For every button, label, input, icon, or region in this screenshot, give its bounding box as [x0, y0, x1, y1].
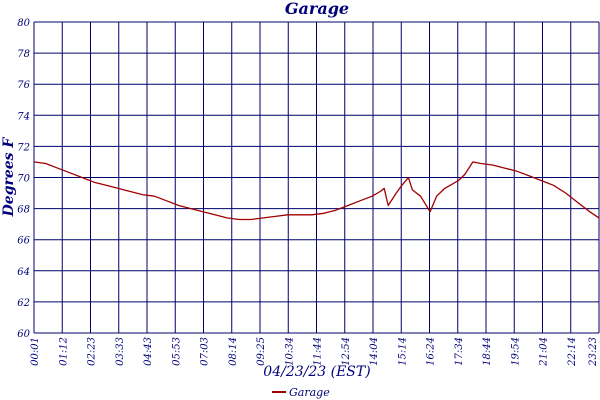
y-tick-label: 60 [17, 329, 30, 340]
y-tick-label: 64 [17, 267, 30, 278]
x-tick-label: 02:23 [87, 337, 98, 366]
x-tick-label: 14:04 [369, 337, 380, 366]
y-tick-labels: 60 62 64 66 68 70 72 74 76 78 80 [17, 18, 30, 340]
y-tick-label: 72 [17, 142, 30, 153]
x-tick-label: 19:54 [510, 337, 521, 366]
grid [33, 21, 600, 334]
y-tick-label: 74 [17, 111, 30, 122]
x-tick-label: 17:34 [454, 337, 465, 366]
x-axis-label: 04/23/23 (EST) [263, 364, 370, 380]
y-tick-label: 62 [17, 298, 30, 309]
x-tick-labels: 00:01 01:12 02:23 03:33 04:43 05:53 07:03 08:14… [30, 337, 599, 367]
y-tick-label: 66 [17, 236, 30, 247]
x-tick-label: 18:44 [482, 337, 493, 366]
y-tick-label: 78 [17, 49, 30, 60]
x-tick-label: 21:04 [539, 337, 550, 367]
x-tick-label: 00:01 [30, 337, 41, 366]
series-line [33, 161, 600, 221]
x-tick-label: 04:43 [143, 337, 154, 366]
legend-label: Garage [289, 386, 330, 399]
x-tick-label: 07:03 [200, 337, 211, 366]
x-tick-label: 16:24 [426, 337, 437, 366]
x-tick-label: 15:14 [397, 337, 408, 366]
y-tick-label: 68 [17, 205, 30, 216]
y-tick-label: 76 [17, 80, 30, 91]
x-tick-label: 09:25 [256, 337, 267, 366]
y-tick-label: 70 [17, 174, 30, 185]
x-tick-label: 01:12 [58, 337, 69, 366]
y-axis-label: Degrees F [1, 137, 17, 218]
chart-title: Garage [285, 0, 349, 18]
x-tick-label: 22:14 [567, 337, 578, 367]
series-layer [33, 161, 600, 221]
x-tick-label: 10:34 [284, 337, 295, 366]
x-tick-label: 11:44 [313, 337, 324, 366]
x-tick-label: 23:23 [588, 337, 599, 367]
x-tick-label: 08:14 [228, 337, 239, 366]
x-tick-label: 03:33 [115, 337, 126, 366]
legend: Garage [272, 386, 330, 399]
x-tick-label: 05:53 [171, 337, 182, 366]
x-tick-label: 12:54 [341, 337, 352, 366]
y-tick-label: 80 [17, 18, 30, 29]
